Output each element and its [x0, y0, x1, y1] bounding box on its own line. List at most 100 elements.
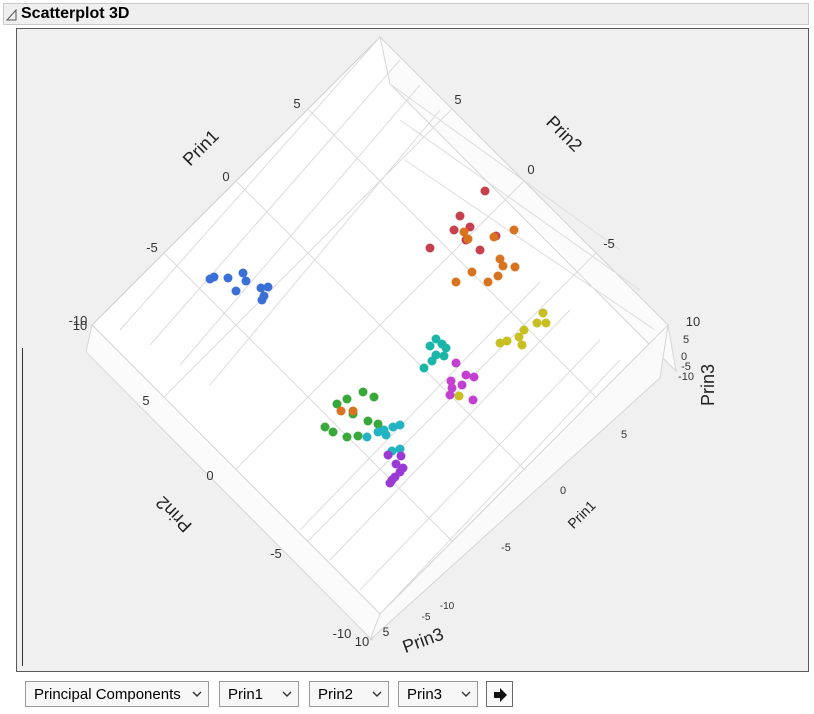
y-axis-select[interactable]: Prin2: [309, 681, 389, 707]
data-point-blue[interactable]: [209, 272, 219, 282]
data-point-orange[interactable]: [495, 254, 505, 264]
data-point-purple[interactable]: [391, 459, 401, 469]
data-point-teal[interactable]: [431, 334, 441, 344]
data-point-red[interactable]: [480, 186, 490, 196]
data-point-green[interactable]: [369, 392, 379, 402]
data-point-blue[interactable]: [263, 282, 273, 292]
data-point-orange[interactable]: [493, 271, 503, 281]
data-point-yellow[interactable]: [532, 318, 542, 328]
data-point-cyan[interactable]: [395, 420, 405, 430]
data-point-purple[interactable]: [383, 450, 393, 460]
data-point-blue[interactable]: [231, 286, 241, 296]
data-point-teal[interactable]: [439, 351, 449, 361]
data-point-green[interactable]: [373, 419, 383, 429]
data-point-yellow[interactable]: [517, 340, 527, 350]
data-point-yellow[interactable]: [502, 336, 512, 346]
x-axis-select-value: Prin1: [228, 686, 264, 703]
scatterplot-3d[interactable]: Prin1 Prin2 Prin3 Prin2 Prin1 Prin3 5 0 …: [0, 0, 814, 678]
tick-prin2-top: -5: [603, 236, 615, 251]
arrow-right-icon: [494, 688, 507, 702]
data-point-magenta[interactable]: [457, 380, 467, 390]
axis-title-prin2-bottom: Prin2: [152, 492, 196, 536]
z-axis-select[interactable]: Prin3: [398, 681, 478, 707]
tick-prin1-right: 0: [560, 485, 566, 497]
dataset-select[interactable]: Principal Components: [25, 681, 209, 707]
tick-prin1-right: -5: [501, 542, 511, 554]
tick-prin1-top: 5: [293, 96, 300, 111]
data-point-orange[interactable]: [498, 261, 508, 271]
data-point-yellow[interactable]: [454, 391, 464, 401]
axis-title-prin1-bottom: Prin1: [564, 497, 599, 532]
data-point-red[interactable]: [475, 245, 485, 255]
data-point-green[interactable]: [342, 432, 352, 442]
tick-prin3-bottom: -10: [440, 601, 455, 612]
tick-prin2-left: -10: [333, 626, 352, 641]
data-point-green[interactable]: [332, 399, 342, 409]
data-point-orange[interactable]: [467, 267, 477, 277]
chevron-down-icon: [461, 691, 471, 697]
data-point-orange[interactable]: [459, 227, 469, 237]
tick-prin3-bottom: -5: [422, 612, 431, 623]
data-point-green[interactable]: [328, 427, 338, 437]
data-point-red[interactable]: [425, 243, 435, 253]
data-point-green[interactable]: [353, 431, 363, 441]
data-point-yellow[interactable]: [495, 338, 505, 348]
data-point-blue[interactable]: [257, 295, 267, 305]
data-point-teal[interactable]: [419, 363, 429, 373]
data-point-green[interactable]: [320, 422, 330, 432]
collapse-triangle-icon[interactable]: [6, 9, 18, 21]
data-point-teal[interactable]: [441, 343, 451, 353]
data-point-orange[interactable]: [483, 277, 493, 287]
data-point-green[interactable]: [342, 394, 352, 404]
plot-side-face-lower-right: [369, 323, 669, 641]
data-point-yellow[interactable]: [519, 325, 529, 335]
data-point-cyan[interactable]: [381, 430, 391, 440]
data-point-cyan[interactable]: [395, 444, 405, 454]
data-point-teal[interactable]: [425, 341, 435, 351]
data-point-blue[interactable]: [223, 273, 233, 283]
tick-prin1-top: -10: [69, 313, 88, 328]
tick-prin2-left: 0: [206, 468, 213, 483]
data-point-orange[interactable]: [336, 406, 346, 416]
data-point-purple[interactable]: [396, 451, 406, 461]
data-point-red[interactable]: [465, 222, 475, 232]
data-point-orange[interactable]: [489, 232, 499, 242]
data-point-cyan[interactable]: [388, 422, 398, 432]
data-point-purple[interactable]: [385, 478, 395, 488]
data-point-magenta[interactable]: [447, 383, 457, 393]
data-point-yellow[interactable]: [514, 332, 524, 342]
data-point-yellow[interactable]: [538, 308, 548, 318]
data-point-magenta[interactable]: [451, 358, 461, 368]
data-point-magenta[interactable]: [469, 372, 479, 382]
data-point-blue[interactable]: [256, 283, 266, 293]
data-point-orange[interactable]: [451, 277, 461, 287]
data-point-cyan[interactable]: [373, 427, 383, 437]
data-point-yellow[interactable]: [541, 318, 551, 328]
tick-prin3-right: -5: [681, 361, 691, 373]
data-point-orange[interactable]: [348, 406, 358, 416]
chevron-down-icon: [192, 691, 202, 697]
tick-prin3-right: 10: [686, 314, 700, 329]
data-point-green[interactable]: [363, 416, 373, 426]
axis-title-prin2-top: Prin2: [542, 112, 586, 156]
data-point-magenta[interactable]: [446, 376, 456, 386]
data-point-orange[interactable]: [463, 234, 473, 244]
data-point-magenta[interactable]: [445, 390, 455, 400]
tick-prin3-bottom: 10: [355, 634, 369, 649]
data-point-cyan[interactable]: [362, 432, 372, 442]
x-axis-select[interactable]: Prin1: [219, 681, 299, 707]
data-point-teal[interactable]: [427, 356, 437, 366]
data-point-blue[interactable]: [241, 276, 251, 286]
data-point-magenta[interactable]: [468, 395, 478, 405]
data-point-magenta[interactable]: [461, 370, 471, 380]
data-point-orange[interactable]: [509, 225, 519, 235]
next-button[interactable]: [486, 681, 513, 707]
data-point-green[interactable]: [358, 387, 368, 397]
data-point-blue[interactable]: [238, 268, 248, 278]
data-points[interactable]: [205, 186, 551, 488]
z-axis-select-value: Prin3: [407, 686, 443, 703]
plot-toolbar: Principal Components Prin1 Prin2 Prin3: [0, 678, 814, 712]
data-point-red[interactable]: [449, 225, 459, 235]
data-point-orange[interactable]: [510, 262, 520, 272]
data-point-red[interactable]: [455, 211, 465, 221]
